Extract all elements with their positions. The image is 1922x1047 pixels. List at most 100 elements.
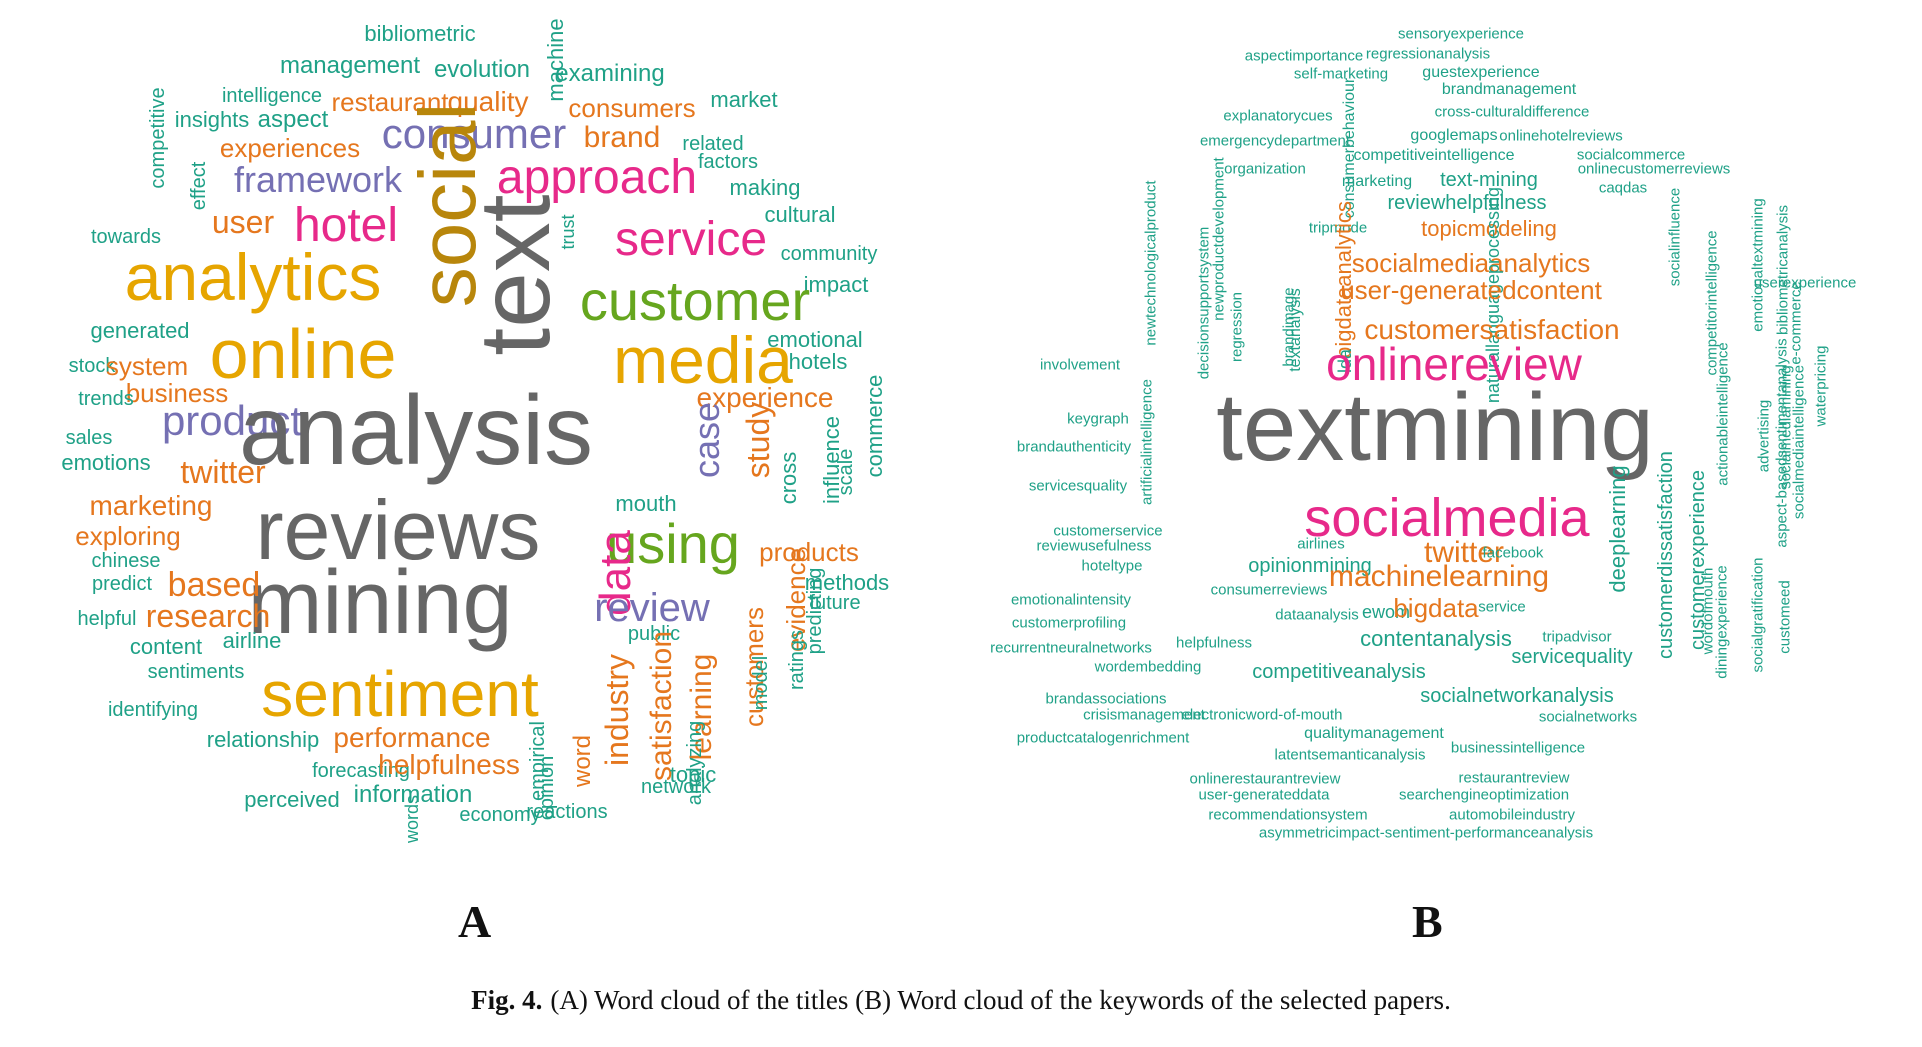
cloud-word-relationship: relationship bbox=[206, 727, 320, 752]
cloud-word-customerdissatisfaction: customerdissatisfaction bbox=[1655, 451, 1677, 659]
cloud-word-making: making bbox=[729, 175, 801, 200]
cloud-word-emotionalintensity: emotionalintensity bbox=[1010, 591, 1132, 609]
cloud-word-trends: trends bbox=[78, 388, 134, 410]
cloud-word-involvement: involvement bbox=[1039, 356, 1121, 374]
cloud-word-asymmetricimpact-sentiment-performanceanalysis: asymmetricimpact-sentiment-performancean… bbox=[1258, 824, 1594, 842]
cloud-word-explanatorycues: explanatorycues bbox=[1223, 107, 1333, 125]
cloud-word-recurrentneuralnetworks: recurrentneuralnetworks bbox=[990, 639, 1152, 657]
cloud-word-exploring: exploring bbox=[75, 521, 181, 551]
cloud-word-factors: factors bbox=[697, 151, 759, 173]
cloud-word-organization: organization bbox=[1224, 160, 1306, 178]
cloud-word-management: management bbox=[279, 52, 421, 79]
cloud-word-effect: effect bbox=[188, 161, 210, 211]
cloud-word-model: model bbox=[750, 655, 772, 711]
cloud-word-consumers: consumers bbox=[568, 93, 696, 123]
cloud-word-research: research bbox=[145, 598, 271, 634]
cloud-word-aspectimportance: aspectimportance bbox=[1244, 47, 1364, 65]
cloud-word-user-generatedcontent: user-generatedcontent bbox=[1340, 275, 1602, 305]
cloud-word-waterpricing: waterpricing bbox=[1812, 345, 1830, 427]
cloud-word-aspect-basedsentimentanalysis: aspect-basedsentimentanalysis bbox=[1773, 338, 1791, 548]
cloud-word-satisfaction: satisfaction bbox=[645, 630, 678, 782]
cloud-word-twitter: twitter bbox=[1423, 536, 1505, 569]
cloud-word-cultural: cultural bbox=[764, 202, 836, 227]
word-cloud-titles: bibliometric management evolution machine ex… bbox=[0, 0, 960, 880]
cloud-word-examining: examining bbox=[555, 60, 665, 87]
cloud-word-regression: regression bbox=[1228, 291, 1246, 363]
cloud-word-socialcommerce: socialcommerce bbox=[1576, 146, 1686, 164]
cloud-word-based: based bbox=[167, 566, 261, 604]
cloud-word-searchengineoptimization: searchengineoptimization bbox=[1398, 786, 1570, 804]
cloud-word-intelligence: intelligence bbox=[221, 85, 323, 107]
cloud-word-media: media bbox=[613, 323, 793, 397]
cloud-word-word: word bbox=[569, 734, 596, 788]
cloud-word-crisismanagement: crisismanagement bbox=[1083, 706, 1205, 724]
cloud-word-aspect: aspect bbox=[257, 106, 329, 133]
cloud-word-perceived: perceived bbox=[244, 787, 340, 812]
cloud-word-evolution: evolution bbox=[433, 56, 531, 83]
cloud-word-online: online bbox=[209, 315, 397, 393]
cloud-word-community: community bbox=[780, 243, 878, 265]
cloud-word-impact: impact bbox=[803, 272, 869, 297]
panel-label-a: A bbox=[458, 896, 492, 947]
cloud-word-insights: insights bbox=[174, 107, 250, 132]
cloud-word-identifying: identifying bbox=[107, 699, 199, 721]
cloud-word-googlemaps: googlemaps bbox=[1410, 127, 1498, 144]
cloud-word-chinese: chinese bbox=[91, 550, 161, 572]
cloud-word-commerce: commerce bbox=[862, 374, 887, 478]
cloud-word-self-marketing: self-marketing bbox=[1293, 65, 1389, 83]
cloud-word-content: content bbox=[129, 634, 203, 659]
cloud-word-twitter: twitter bbox=[180, 454, 266, 490]
cloud-word-artificialintelligence: artificialintelligence bbox=[1138, 379, 1156, 505]
cloud-word-cross: cross bbox=[776, 451, 801, 505]
cloud-word-public: public bbox=[627, 623, 681, 645]
cloud-word-bigdata: bigdata bbox=[1393, 593, 1479, 623]
cloud-word-tripmode: tripmode bbox=[1308, 219, 1368, 237]
cloud-word-reviewhelpfulness: reviewhelpfulness bbox=[1387, 192, 1547, 214]
cloud-word-hotels: hotels bbox=[788, 349, 848, 374]
cloud-word-sentiments: sentiments bbox=[147, 661, 245, 683]
cloud-word-keygraph: keygraph bbox=[1067, 410, 1129, 428]
cloud-word-servicesquality: servicesquality bbox=[1028, 477, 1128, 495]
cloud-word-diningexperience: diningexperience bbox=[1713, 565, 1731, 679]
cloud-word-product: product bbox=[161, 397, 303, 444]
cloud-word-analytics: analytics bbox=[124, 240, 382, 314]
cloud-word-onlinerestaurantreview: onlinerestaurantreview bbox=[1189, 770, 1341, 788]
cloud-word-socialinfluence: socialinfluence bbox=[1666, 187, 1684, 287]
cloud-word-customerservice: customerservice bbox=[1053, 522, 1163, 540]
cloud-word-emergencydepartment: emergencydepartment bbox=[1199, 132, 1351, 150]
cloud-word-hotel: hotel bbox=[293, 199, 399, 252]
cloud-word-textmining: textmining bbox=[1216, 374, 1654, 481]
cloud-word-businessintelligence: businessintelligence bbox=[1450, 739, 1586, 757]
cloud-word-emotional: emotional bbox=[767, 327, 863, 352]
cloud-word-latentsemanticanalysis: latentsemanticanalysis bbox=[1274, 746, 1426, 764]
cloud-word-study: study bbox=[740, 401, 776, 479]
cloud-word-textanalysis: textanalysis bbox=[1287, 288, 1304, 372]
figure-caption-text: (A) Word cloud of the titles (B) Word cl… bbox=[550, 985, 1451, 1015]
cloud-word-user-generateddata: user-generateddata bbox=[1198, 786, 1330, 804]
cloud-word-brandassociations: brandassociations bbox=[1045, 690, 1167, 708]
cloud-word-customerprofiling: customerprofiling bbox=[1011, 614, 1127, 632]
cloud-word-reviewusefulness: reviewusefulness bbox=[1036, 537, 1152, 555]
cloud-word-consumerreviews: consumerreviews bbox=[1210, 581, 1328, 599]
cloud-word-airline: airline bbox=[222, 628, 282, 653]
cloud-word-brand: brand bbox=[583, 121, 661, 154]
cloud-word-e-commerce: e-commerce bbox=[1787, 281, 1805, 365]
cloud-word-socialmediaintelligence: socialmediaintelligence bbox=[1790, 364, 1808, 520]
cloud-word-text-mining: text-mining bbox=[1440, 169, 1538, 191]
cloud-word-marketing: marketing bbox=[1341, 173, 1413, 190]
cloud-word-tripadvisor: tripadvisor bbox=[1542, 628, 1612, 646]
cloud-word-brandauthenticity: brandauthenticity bbox=[1016, 438, 1132, 456]
figure-caption-prefix: Fig. 4. bbox=[471, 985, 543, 1015]
word-cloud-keywords: sensoryexperience aspectimportance regress… bbox=[960, 0, 1922, 880]
cloud-word-competitiveanalysis: competitiveanalysis bbox=[1252, 661, 1426, 683]
cloud-word-cross-culturaldifference: cross-culturaldifference bbox=[1434, 103, 1590, 121]
cloud-word-emotionaltextmining: emotionaltextmining bbox=[1749, 198, 1767, 332]
cloud-word-onlinereview: onlinereview bbox=[1326, 338, 1582, 390]
cloud-word-topic: topic bbox=[669, 762, 717, 787]
cloud-word-stock: stock bbox=[68, 355, 116, 377]
cloud-word-socialmediaanalytics: socialmediaanalytics bbox=[1351, 248, 1591, 278]
cloud-word-helpfulness: helpfulness bbox=[1176, 634, 1252, 652]
cloud-word-mining: mining bbox=[247, 553, 513, 653]
cloud-word-wordembedding: wordembedding bbox=[1094, 658, 1202, 676]
cloud-word-marketing: marketing bbox=[89, 490, 213, 521]
